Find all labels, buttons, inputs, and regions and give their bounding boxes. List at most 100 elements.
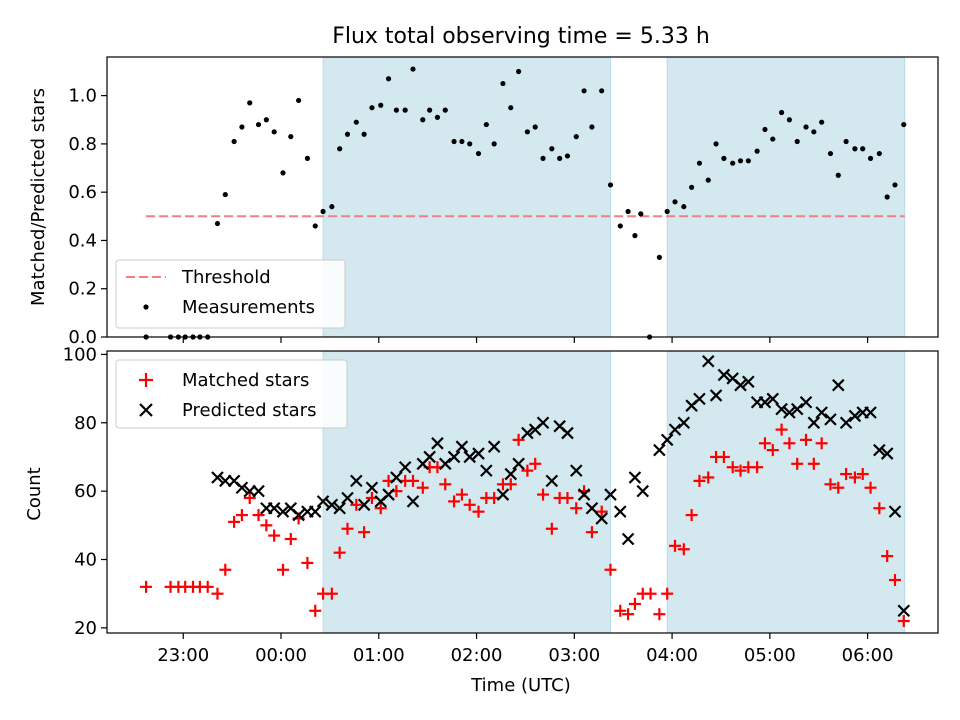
top-y-tick-label: 0.8 [68,134,97,155]
predicted-star-point [873,443,886,457]
predicted-star-point [585,501,599,515]
measurement-point [361,131,367,137]
predicted-star-point [701,354,715,368]
top-x-ticks [182,337,869,343]
measurement-point [247,100,253,106]
measurement-point [312,223,318,229]
matched-star-point [824,478,837,491]
measurement-point [884,194,890,200]
measurement-point [638,211,644,217]
matched-star-point [268,529,281,542]
legend-measurement-label: Measurements [182,297,315,318]
bottom-axes-frame [106,350,939,634]
matched-star-point [800,433,813,446]
matched-star-point [815,437,828,450]
predicted-star-point [897,604,911,618]
predicted-star-point [235,481,249,495]
measurement-point [705,177,711,183]
legend-measurement-swatch [143,304,149,310]
matched-star-point [661,587,674,600]
measurement-point [320,208,326,215]
measurement-point [786,117,792,123]
matched-star-point [693,474,706,487]
matched-star-point [243,491,256,504]
predicted-star-point [693,392,706,406]
measurement-point [329,204,335,210]
measurement-point [280,170,286,176]
predicted-star-point [848,409,862,423]
measurement-point [843,138,849,145]
bottom-y-tick-label: 80 [74,413,97,434]
predicted-star-point [252,484,265,498]
bottom-legend-box [115,359,348,429]
matched-star-point [211,587,224,600]
matched-star-point [333,546,346,559]
measurement-point [762,126,768,133]
matched-star-point [570,502,583,515]
matched-star-point [622,608,635,621]
matched-star-point [734,464,747,477]
measurement-point [664,208,670,215]
measurement-point [337,146,343,152]
bottom-legend: Matched stars Predicted stars [115,359,348,429]
bottom-y-tick-label: 100 [63,344,97,365]
x-tick-label: 02:00 [451,645,503,666]
matched-star-point [702,471,715,484]
legend-matched-label: Matched stars [182,370,309,391]
measurement-point [573,134,579,140]
matched-star-point [407,474,420,487]
matched-star-point [140,580,153,593]
predicted-star-point [660,433,674,447]
measurement-point [860,146,866,152]
predicted-star-point [807,416,821,430]
matched-star-point [726,461,739,474]
measurement-point [901,121,907,128]
measurement-point [778,109,785,116]
matched-star-point [439,478,452,491]
measurement-point [467,141,473,147]
measurement-point [540,155,546,161]
predicted-star-point [668,423,682,436]
measurement-point [794,138,800,145]
matched-star-point [775,423,788,436]
matched-star-point [791,457,804,470]
matched-star-point [897,615,910,628]
top-shaded-intervals [322,56,906,338]
x-tick-label: 23:00 [157,645,209,666]
bottom-y-ticks: 20 40 60 80 100 [63,344,107,639]
matched-star-point [751,461,764,474]
predicted-star-point [864,406,877,419]
measurement-point [852,146,858,152]
matched-star-point [758,437,771,450]
legend-matched-swatch [139,373,153,387]
matched-star-point [840,468,853,481]
x-axis-label: Time (UTC) [470,675,571,696]
measurement-point [410,66,416,72]
predicted-star-point [545,474,559,488]
x-tick-label: 01:00 [353,645,405,666]
predicted-star-point [577,488,591,501]
measurement-point [564,153,571,159]
measurement-point [442,107,448,113]
measurement-point [770,136,776,142]
matched-star-point [653,608,666,621]
matched-star-point [561,491,574,504]
predicted-star-point [512,457,525,471]
measurement-points [143,66,907,340]
measurement-point [811,129,817,135]
matched-star-point [301,556,314,569]
measurement-point [745,158,751,164]
top-y-axis-label: Matched/Predicted stars [28,88,49,306]
top-y-ticks: 0.0 0.2 0.4 0.6 0.8 1.0 [68,86,107,348]
predicted-star-point [734,378,747,392]
measurement-point [599,88,605,94]
x-tick-label: 00:00 [255,645,307,666]
matched-star-point [235,509,248,522]
predicted-star-point [717,368,731,382]
predicted-star-point [775,402,788,416]
matched-star-point [325,587,338,600]
predicted-star-point [365,481,379,495]
top-y-tick-label: 0.4 [68,230,97,251]
predicted-star-point [480,464,493,477]
